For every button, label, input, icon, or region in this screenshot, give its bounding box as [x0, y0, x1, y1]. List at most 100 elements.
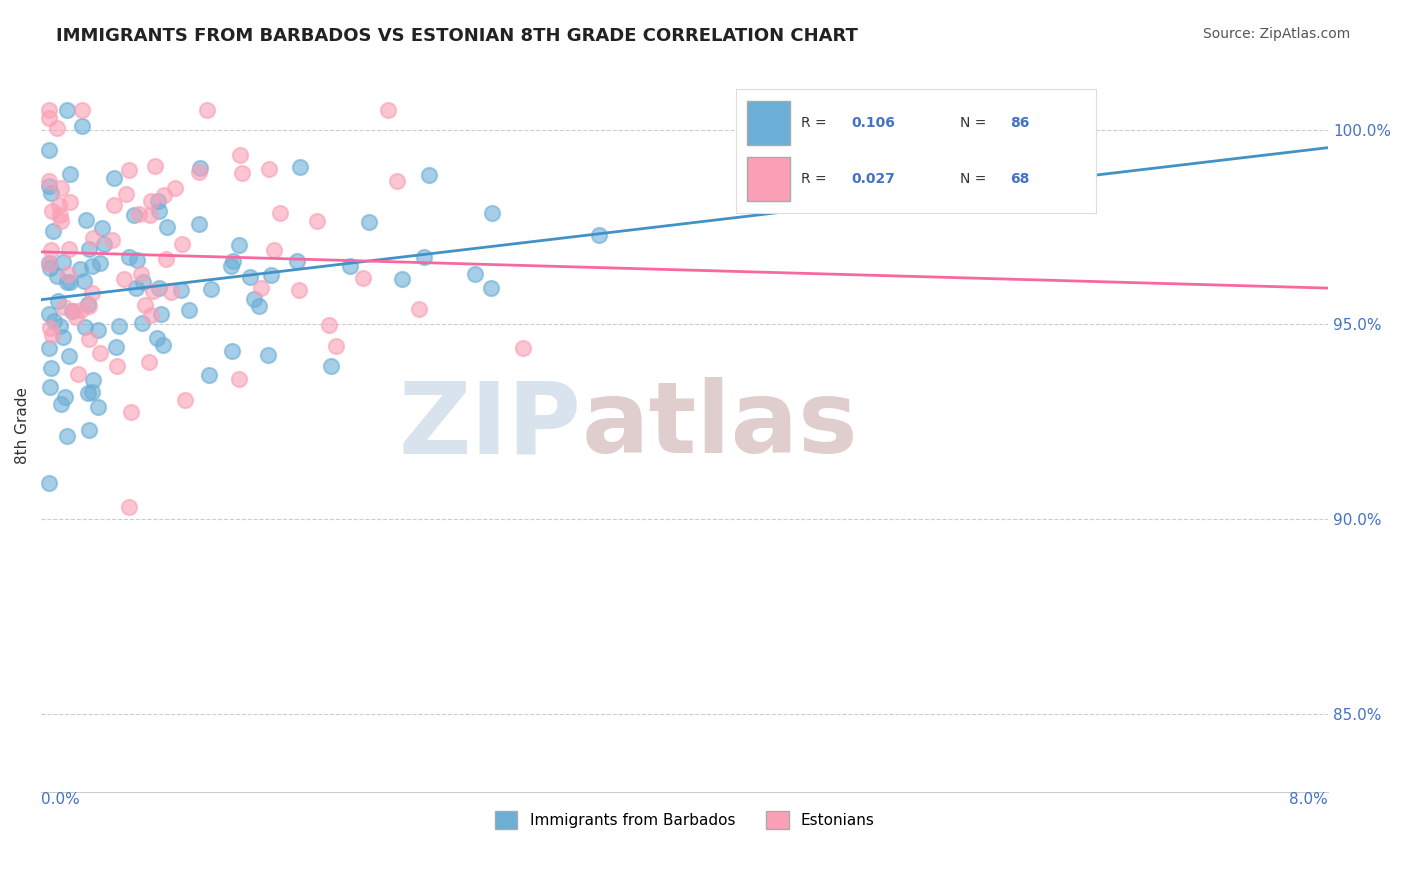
- Text: IMMIGRANTS FROM BARBADOS VS ESTONIAN 8TH GRADE CORRELATION CHART: IMMIGRANTS FROM BARBADOS VS ESTONIAN 8TH…: [56, 27, 858, 45]
- Point: [257, 161, 280, 176]
- Point: [70, 120, 93, 134]
- Point: [112, 272, 135, 286]
- Text: atlas: atlas: [582, 377, 858, 475]
- Point: [80, 285, 103, 300]
- Point: [200, 282, 222, 296]
- Point: [257, 348, 280, 362]
- Point: [62, 304, 84, 318]
- Point: [56, 275, 79, 289]
- Point: [115, 187, 138, 202]
- Point: [118, 250, 141, 264]
- Point: [219, 259, 242, 273]
- Point: [247, 299, 270, 313]
- Point: [58, 349, 80, 363]
- Point: [269, 206, 291, 220]
- Point: [129, 267, 152, 281]
- Text: Source: ZipAtlas.com: Source: ZipAtlas.com: [1202, 27, 1350, 41]
- Point: [59, 195, 82, 210]
- Point: [148, 281, 170, 295]
- Point: [75, 319, 97, 334]
- Point: [132, 275, 155, 289]
- Point: [325, 339, 347, 353]
- Point: [49, 319, 72, 334]
- Point: [75, 213, 97, 227]
- Point: [319, 359, 342, 373]
- Point: [139, 194, 162, 208]
- Point: [222, 253, 245, 268]
- Point: [48, 197, 70, 211]
- Point: [288, 160, 311, 174]
- Point: [58, 242, 80, 256]
- Point: [153, 188, 176, 202]
- Point: [76, 297, 98, 311]
- Point: [59, 167, 82, 181]
- Point: [38, 380, 60, 394]
- Point: [131, 317, 153, 331]
- Point: [359, 215, 381, 229]
- Point: [69, 262, 91, 277]
- Point: [52, 255, 75, 269]
- Point: [53, 390, 76, 404]
- Point: [305, 214, 328, 228]
- Point: [89, 256, 111, 270]
- Point: [41, 203, 63, 218]
- Point: [38, 178, 60, 193]
- Point: [104, 339, 127, 353]
- Point: [263, 243, 285, 257]
- Point: [172, 236, 194, 251]
- Point: [48, 208, 70, 222]
- Point: [93, 237, 115, 252]
- Point: [38, 257, 60, 271]
- Point: [82, 231, 104, 245]
- Point: [138, 208, 160, 222]
- Point: [38, 476, 60, 491]
- Point: [87, 323, 110, 337]
- Point: [418, 169, 440, 183]
- Point: [118, 500, 141, 515]
- Point: [285, 254, 308, 268]
- Point: [464, 267, 486, 281]
- Point: [77, 243, 100, 257]
- Point: [52, 300, 75, 314]
- Point: [39, 361, 62, 376]
- Point: [188, 165, 211, 179]
- Point: [141, 308, 163, 322]
- Point: [51, 181, 73, 195]
- Point: [145, 330, 167, 344]
- Point: [318, 318, 340, 332]
- Point: [49, 397, 72, 411]
- Point: [76, 385, 98, 400]
- Point: [142, 284, 165, 298]
- Point: [160, 285, 183, 299]
- Point: [46, 294, 69, 309]
- Point: [80, 384, 103, 399]
- Point: [38, 307, 60, 321]
- Point: [56, 267, 79, 281]
- Point: [242, 293, 264, 307]
- Point: [165, 181, 187, 195]
- Point: [44, 313, 66, 327]
- Point: [120, 405, 142, 419]
- Point: [260, 268, 283, 282]
- Point: [60, 304, 83, 318]
- Point: [481, 205, 503, 219]
- Point: [228, 372, 250, 386]
- Point: [170, 283, 193, 297]
- Point: [39, 186, 62, 200]
- Point: [38, 174, 60, 188]
- Point: [59, 275, 82, 289]
- Point: [103, 198, 125, 212]
- Point: [101, 233, 124, 247]
- Point: [118, 162, 141, 177]
- Point: [107, 359, 129, 374]
- Point: [138, 355, 160, 369]
- Point: [77, 332, 100, 346]
- Point: [179, 302, 201, 317]
- Point: [173, 392, 195, 407]
- Point: [56, 103, 79, 118]
- Point: [385, 173, 408, 187]
- Point: [198, 368, 221, 382]
- Point: [56, 429, 79, 443]
- Point: [38, 103, 60, 118]
- Point: [229, 148, 252, 162]
